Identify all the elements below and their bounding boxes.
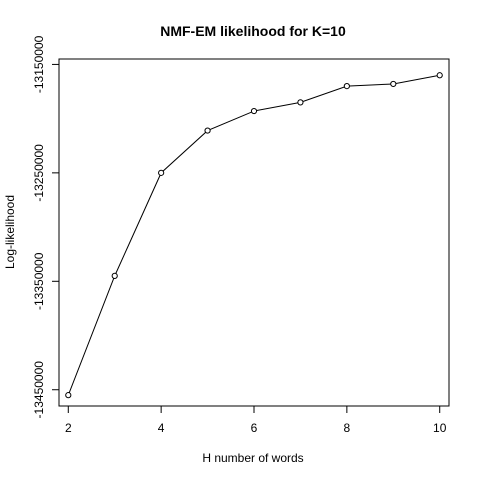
x-tick-label: 8 (344, 421, 351, 435)
x-axis-label: H number of words (202, 451, 303, 465)
data-point (390, 80, 397, 88)
series-polyline (67, 74, 440, 396)
data-point (65, 392, 72, 399)
y-tick-label: -13450000 (32, 361, 46, 419)
y-axis: -13450000 -13350000 -13250000 -13150000 (32, 35, 59, 418)
y-axis-label: Log-likelihood (3, 195, 17, 269)
series-line (67, 74, 440, 396)
data-point (204, 127, 211, 134)
y-tick-label: -13150000 (32, 35, 46, 93)
x-tick-label: 4 (158, 421, 165, 435)
data-point (158, 169, 165, 176)
data-point (297, 99, 304, 106)
data-point (436, 72, 443, 79)
y-tick-label: -13350000 (32, 252, 46, 310)
chart-title: NMF-EM likelihood for K=10 (160, 23, 346, 39)
x-tick-label: 2 (65, 421, 72, 435)
x-axis: 2 4 6 8 10 (65, 406, 447, 435)
x-tick-label: 10 (433, 421, 447, 435)
data-point (250, 107, 258, 115)
y-tick-label: -13250000 (32, 144, 46, 202)
data-point (343, 83, 350, 90)
x-tick-label: 6 (251, 421, 258, 435)
series-points (65, 72, 443, 399)
data-point (111, 272, 118, 279)
